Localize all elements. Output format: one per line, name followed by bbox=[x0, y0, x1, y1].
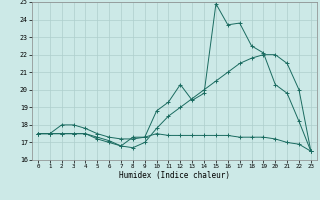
X-axis label: Humidex (Indice chaleur): Humidex (Indice chaleur) bbox=[119, 171, 230, 180]
